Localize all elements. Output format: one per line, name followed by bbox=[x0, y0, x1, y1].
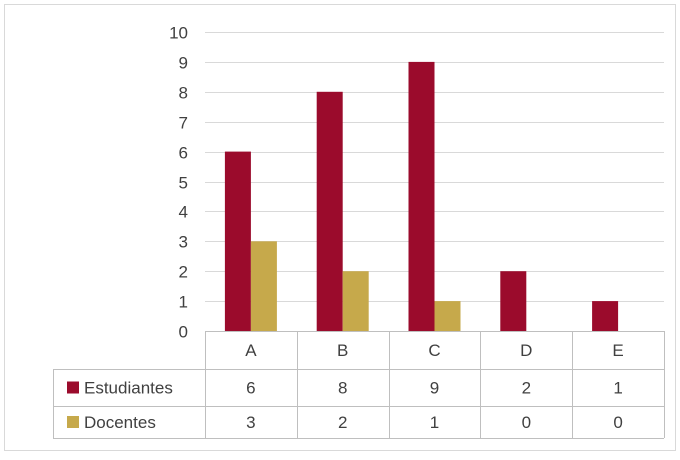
category-label: E bbox=[612, 341, 623, 360]
y-tick-label: 6 bbox=[179, 144, 188, 163]
y-tick-label: 1 bbox=[179, 293, 188, 312]
category-label: C bbox=[428, 341, 440, 360]
category-label: A bbox=[245, 341, 257, 360]
table-value: 3 bbox=[246, 413, 255, 432]
bar-estudiantes-e bbox=[592, 301, 619, 331]
y-tick-label: 4 bbox=[179, 203, 188, 222]
bars bbox=[224, 61, 619, 332]
table-value: 9 bbox=[430, 379, 439, 398]
table-value: 1 bbox=[430, 413, 439, 432]
y-tick-label: 9 bbox=[179, 54, 188, 73]
bar-estudiantes-d bbox=[500, 271, 527, 331]
table-value: 2 bbox=[338, 413, 347, 432]
table-value: 6 bbox=[246, 379, 255, 398]
bar-docentes-a bbox=[250, 241, 277, 331]
table-value: 1 bbox=[613, 379, 622, 398]
legend-label-docentes: Docentes bbox=[84, 413, 156, 432]
category-label: D bbox=[520, 341, 532, 360]
y-tick-label: 3 bbox=[179, 233, 188, 252]
table-value: 8 bbox=[338, 379, 347, 398]
y-tick-label: 7 bbox=[179, 114, 188, 133]
bar-estudiantes-b bbox=[316, 91, 343, 331]
bar-estudiantes-a bbox=[224, 151, 251, 331]
y-axis-ticks: 0 1 2 3 4 5 6 7 8 9 10 bbox=[169, 24, 188, 342]
table-value: 2 bbox=[522, 379, 531, 398]
legend-key-estudiantes bbox=[67, 381, 79, 394]
data-table: A B C D E Estudiantes 6 8 9 2 1 Docentes 3 2 1 0 0 bbox=[53, 331, 665, 439]
table-value: 0 bbox=[613, 413, 622, 432]
y-tick-label: 5 bbox=[179, 174, 188, 193]
legend-key-docentes bbox=[67, 416, 79, 428]
category-label: B bbox=[337, 341, 348, 360]
y-tick-label: 2 bbox=[179, 263, 188, 282]
y-tick-label: 0 bbox=[179, 323, 188, 342]
y-tick-label: 8 bbox=[179, 84, 188, 103]
table-value: 0 bbox=[522, 413, 531, 432]
bar-docentes-b bbox=[342, 271, 369, 331]
bar-docentes-c bbox=[434, 301, 461, 331]
bar-estudiantes-c bbox=[408, 61, 435, 332]
legend-label-estudiantes: Estudiantes bbox=[84, 379, 173, 398]
y-tick-label: 10 bbox=[169, 24, 188, 43]
